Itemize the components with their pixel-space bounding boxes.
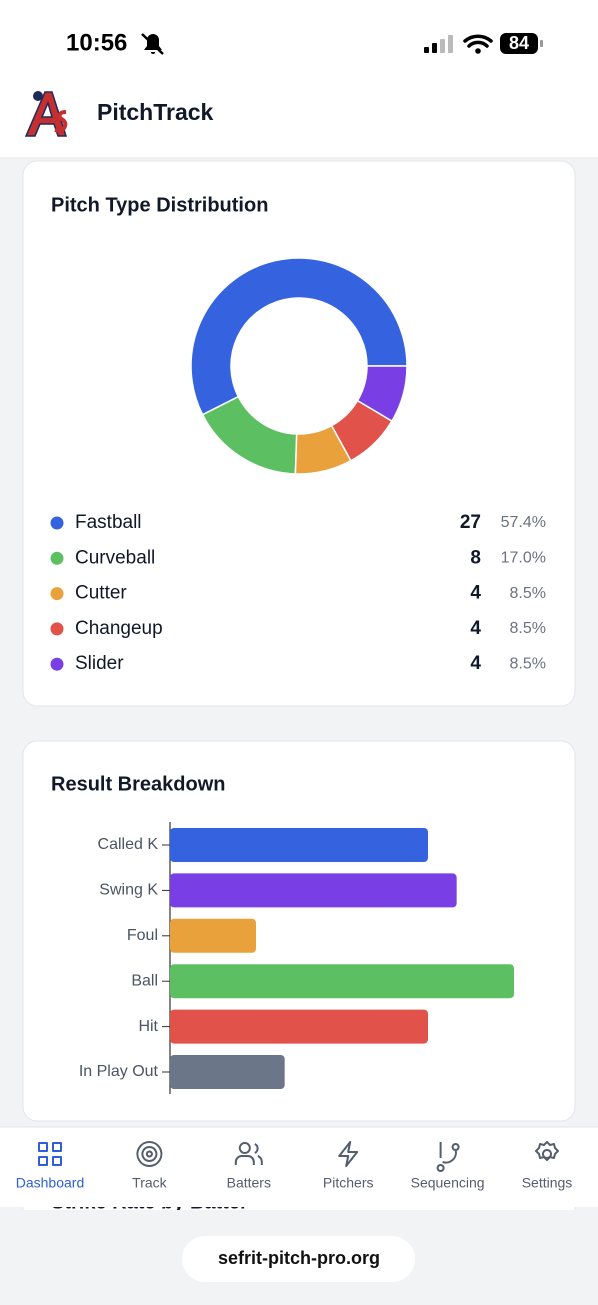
tab-label[interactable]: Pitchers [323,1175,374,1191]
tab-icon[interactable] [136,1141,163,1167]
mute-slash [141,33,164,55]
category-label: Swing K [99,882,158,899]
legend-dot [50,657,64,671]
category-label: Called K [98,836,159,853]
card-title: Pitch Type Distribution [51,194,268,216]
legend-label: Curveball [75,547,155,568]
battery-tip [540,40,543,47]
legend-label: Fastball [75,512,142,533]
signal-icon [424,35,453,53]
clock: 10:56 [66,29,127,56]
tab-icon[interactable] [38,1142,62,1166]
bar [170,828,428,862]
url-pill[interactable] [182,1236,415,1282]
share: 57.4% [501,514,546,531]
app-name: PitchTrack [97,99,214,125]
bar [170,964,514,999]
tab-label[interactable]: Sequencing [411,1175,485,1191]
tab-label[interactable]: Batters [227,1175,271,1191]
category-label: Hit [138,1018,158,1035]
legend-label: Slider [75,653,124,674]
battery-level: 84 [509,33,529,53]
top-bar [0,0,598,158]
tab-label[interactable]: Dashboard [16,1175,85,1191]
legend-label: Changeup [75,618,163,639]
bar [170,1009,428,1044]
legend-dot [50,622,64,636]
legend-dot [50,587,64,601]
tab-icon[interactable] [338,1141,359,1167]
share: 8.5% [510,655,546,672]
tab-icon[interactable] [436,1142,460,1172]
bar [170,1055,285,1089]
count: 27 [460,512,481,533]
category-label: In Play Out [79,1063,159,1080]
share: 17.0% [501,550,546,567]
category-label: Foul [127,927,158,944]
tab-icon[interactable] [234,1142,263,1165]
tab-icon[interactable] [535,1141,559,1161]
wifi-dot [475,48,481,54]
share: 8.5% [510,620,546,637]
bar [170,918,256,953]
logo [24,91,68,137]
count: 8 [470,547,481,568]
donut-segment [190,257,408,416]
wifi-icon [463,34,493,48]
tab-bar [0,1127,598,1207]
battery [500,33,538,54]
count: 4 [470,583,481,604]
legend-dot [50,516,64,530]
tab-label[interactable]: Track [132,1175,167,1191]
card-title: Result Breakdown [51,773,225,795]
url[interactable]: sefrit-pitch-pro.org [218,1248,380,1268]
donut-segment [356,365,408,423]
share: 8.5% [510,585,546,602]
card [22,740,576,1122]
bar [170,873,457,908]
category-label: Ball [131,972,158,989]
legend-dot [50,551,64,565]
tab-label[interactable]: Settings [522,1175,573,1191]
legend-label: Cutter [75,583,127,604]
count: 4 [470,618,481,639]
count: 4 [470,653,481,674]
